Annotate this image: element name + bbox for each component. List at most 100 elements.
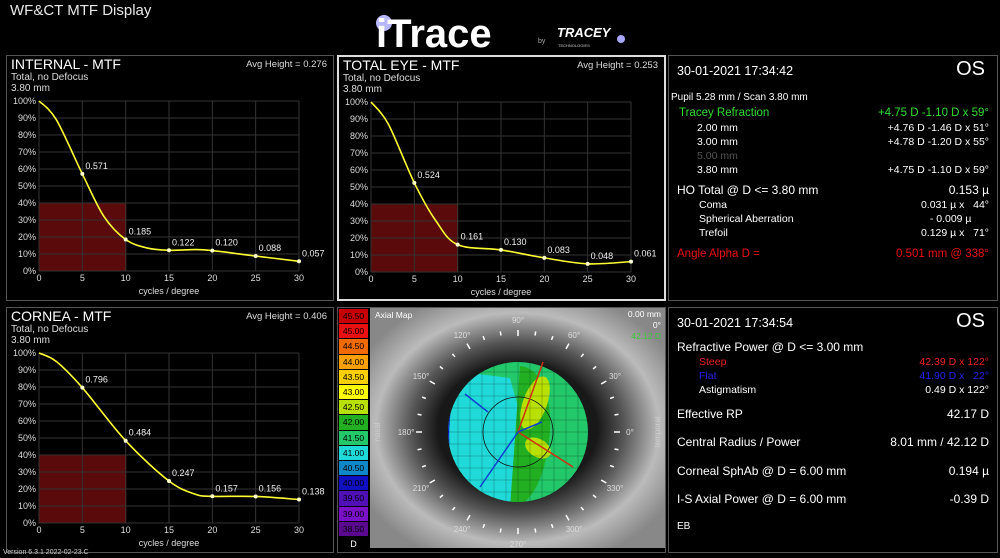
zone-circle bbox=[482, 396, 554, 468]
degree-label: 300° bbox=[566, 525, 583, 534]
data-label: 0.083 bbox=[547, 245, 570, 255]
data-point bbox=[629, 259, 633, 264]
degree-label: 180° bbox=[398, 428, 415, 437]
pupil-scan: Pupil 5.28 mm / Scan 3.80 mm bbox=[671, 92, 808, 103]
degree-tick bbox=[451, 506, 456, 511]
chart-pupil: 3.80 mm bbox=[11, 83, 50, 94]
scale-step: 45.50 bbox=[339, 309, 368, 324]
data-point bbox=[123, 237, 128, 242]
data-point bbox=[80, 385, 85, 390]
degree-tick bbox=[466, 343, 471, 350]
degree-label: 210° bbox=[413, 484, 430, 493]
y-tick-label: 10% bbox=[18, 501, 36, 511]
y-tick-label: 100% bbox=[13, 348, 36, 358]
degree-tick bbox=[429, 380, 436, 385]
y-tick-label: 100% bbox=[13, 96, 36, 106]
y-tick-label: 50% bbox=[18, 181, 36, 191]
mtf-chart: 0% 10% 20% 30% 40% 50% 60% 70% 80% 90% 100% 0 5 10 15 2… bbox=[345, 97, 657, 297]
x-tick-label: 30 bbox=[294, 273, 304, 283]
scale-step: 41.50 bbox=[339, 430, 368, 445]
y-tick-label: 10% bbox=[350, 250, 368, 260]
refractive-power-label: Refractive Power @ D <= 3.00 mm bbox=[677, 340, 864, 354]
data-label: 0.088 bbox=[259, 243, 282, 253]
logo-burst-icon bbox=[376, 15, 392, 31]
zone-label: 2.00 mm bbox=[697, 122, 738, 134]
exam-datetime: 30-01-2021 17:34:42 bbox=[677, 64, 794, 78]
itrace-logo: iTrace by TRACEY TECHNOLOGIES bbox=[376, 12, 625, 51]
flat-axis bbox=[517, 421, 543, 433]
color-scale: 45.50 45.00 44.50 44.00 43.50 43.00 42.50 42.00… bbox=[338, 308, 369, 552]
wavefront-info-panel: 30-01-2021 17:34:42 OS Pupil 5.28 mm / S… bbox=[668, 55, 998, 301]
scale-step: 44.50 bbox=[339, 339, 368, 354]
degree-tick bbox=[534, 528, 537, 533]
ho-term-label: Trefoil bbox=[699, 227, 728, 239]
chart-subtitle: Total, no Defocus bbox=[11, 72, 89, 83]
central-radius-label: Central Radius / Power bbox=[677, 435, 801, 449]
logo-text: iTrace bbox=[376, 12, 492, 51]
degree-tick bbox=[421, 464, 427, 468]
y-tick-label: 80% bbox=[350, 131, 368, 141]
axial-map-panel[interactable]: 45.50 45.00 44.50 44.00 43.50 43.00 42.50 42.00… bbox=[337, 307, 666, 553]
x-tick-label: 10 bbox=[121, 273, 131, 283]
degree-tick bbox=[482, 335, 486, 341]
data-point bbox=[585, 261, 590, 266]
data-label: 0.156 bbox=[259, 483, 282, 493]
chart-pupil: 3.80 mm bbox=[11, 335, 50, 346]
internal-mtf-panel[interactable]: INTERNAL - MTF Total, no Defocus 3.80 mm Av… bbox=[6, 55, 334, 301]
logo-dot-icon bbox=[617, 35, 625, 43]
corneal-sphab-value: 0.194 µ bbox=[948, 464, 989, 478]
degree-tick bbox=[550, 523, 554, 529]
chart-pupil: 3.80 mm bbox=[343, 84, 382, 95]
mtf-curve bbox=[38, 100, 300, 263]
scale-step: 39.50 bbox=[339, 491, 368, 506]
degree-label: 30° bbox=[609, 372, 621, 381]
degree-label: 270° bbox=[510, 540, 527, 548]
temporal-label: temporal bbox=[653, 416, 662, 447]
data-label: 0.120 bbox=[215, 238, 238, 248]
x-tick-label: 15 bbox=[164, 273, 174, 283]
x-tick-label: 15 bbox=[164, 525, 174, 535]
nasal-label: nasal bbox=[373, 422, 382, 441]
scale-step: 42.50 bbox=[339, 400, 368, 415]
x-tick-label: 0 bbox=[36, 525, 41, 535]
degree-tick bbox=[609, 464, 615, 468]
map-offset: 0.00 mm bbox=[627, 309, 661, 319]
steep-axis bbox=[517, 431, 574, 468]
degree-tick bbox=[534, 331, 537, 336]
steep-axis bbox=[517, 361, 544, 433]
x-tick-label: 25 bbox=[251, 273, 261, 283]
degree-label: 90° bbox=[512, 316, 524, 325]
map-title: Axial Map bbox=[375, 310, 413, 320]
x-tick-label: 25 bbox=[251, 525, 261, 535]
x-tick-label: 5 bbox=[80, 525, 85, 535]
data-point bbox=[253, 494, 258, 499]
y-tick-label: 90% bbox=[18, 113, 36, 123]
y-tick-label: 40% bbox=[18, 198, 36, 208]
ho-term-value: - 0.009 µ bbox=[929, 213, 989, 225]
cornea-mtf-panel[interactable]: CORNEA - MTF Total, no Defocus 3.80 mm Avg … bbox=[6, 307, 334, 553]
degree-tick bbox=[580, 353, 585, 358]
y-tick-label: 40% bbox=[350, 199, 368, 209]
degree-tick bbox=[499, 528, 502, 533]
y-tick-label: 70% bbox=[350, 148, 368, 158]
degree-tick bbox=[429, 479, 436, 484]
degree-tick bbox=[451, 353, 456, 358]
y-tick-label: 60% bbox=[18, 164, 36, 174]
degree-label: 150° bbox=[413, 372, 430, 381]
total-eye-mtf-panel[interactable]: TOTAL EYE - MTF Total, no Defocus 3.80 mm A… bbox=[337, 55, 666, 301]
x-tick-label: 0 bbox=[36, 273, 41, 283]
avg-height: Avg Height = 0.253 bbox=[577, 60, 658, 71]
y-tick-label: 80% bbox=[18, 130, 36, 140]
y-tick-label: 80% bbox=[18, 382, 36, 392]
scale-step: 45.00 bbox=[339, 324, 368, 339]
degree-tick bbox=[439, 494, 444, 499]
scale-step: 39.00 bbox=[339, 506, 368, 521]
axial-map[interactable]: 90° 60° 30° 0° 330° 300° 270° 240° 210° 180° 150° 1… bbox=[370, 308, 665, 548]
x-tick-label: 20 bbox=[207, 273, 217, 283]
degree-tick bbox=[499, 331, 502, 336]
scale-step: 43.50 bbox=[339, 369, 368, 384]
scale-step: 41.00 bbox=[339, 445, 368, 460]
ho-total-label: HO Total @ D <= 3.80 mm bbox=[677, 183, 819, 197]
y-tick-label: 0% bbox=[23, 518, 36, 528]
degree-label: 60° bbox=[568, 331, 580, 340]
